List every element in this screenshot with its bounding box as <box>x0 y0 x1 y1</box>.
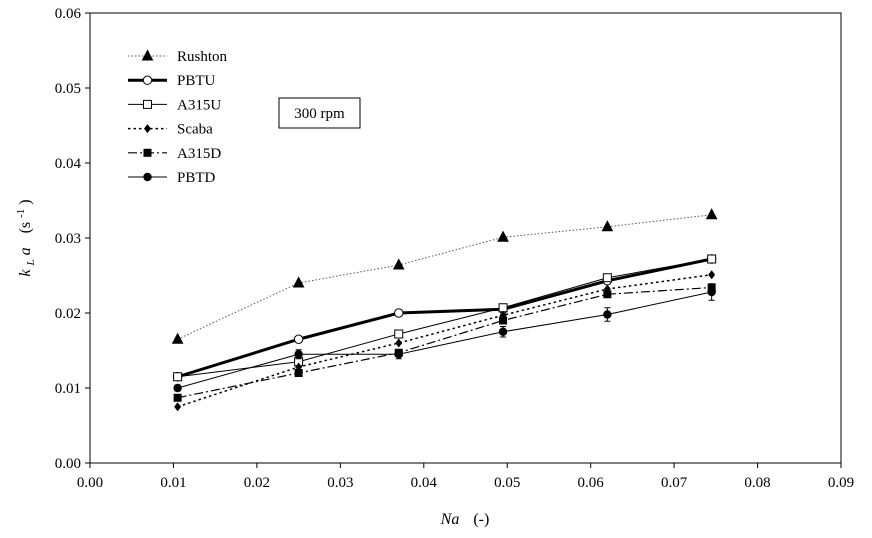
y-tick-label: 0.05 <box>55 81 81 97</box>
series-pbtu <box>172 254 717 382</box>
x-tick-label: 0.05 <box>494 475 520 491</box>
legend-item-a315u: A315U <box>128 97 221 113</box>
series-line-pbtu <box>177 257 712 379</box>
y-axis-title-rest: a <box>17 247 34 255</box>
series-rushton <box>171 208 718 344</box>
x-tick-label: 0.03 <box>327 475 353 491</box>
annotation-text: 300 rpm <box>294 106 345 122</box>
y-tick-label: 0.01 <box>55 381 81 397</box>
x-axis-title-unit: (-) <box>473 511 489 528</box>
series-a315u <box>173 254 717 382</box>
legend-item-pbtd: PBTD <box>128 170 216 186</box>
axis-ticks <box>85 12 842 468</box>
y-tick-label: 0.02 <box>55 306 81 322</box>
annotation-frame <box>278 97 361 129</box>
y-tick-labels: 0.00 0.01 0.02 0.03 0.04 0.05 0.06 <box>55 6 82 472</box>
legend-marker <box>143 99 152 109</box>
data-point-pbtu <box>293 334 304 344</box>
legend-item-scaba: Scaba <box>128 122 213 138</box>
x-tick-labels: 0.00 0.01 0.02 0.03 0.04 0.05 0.06 0.07 0.08 0.09 <box>77 475 854 491</box>
annotation-box: 300 rpm <box>278 97 361 129</box>
series-scaba <box>174 270 716 412</box>
data-point-scaba <box>708 270 716 280</box>
series-pbtd <box>173 283 716 393</box>
x-tick-label: 0.06 <box>578 475 605 491</box>
legend-label: A315D <box>177 146 221 162</box>
legend-marker <box>143 148 152 157</box>
data-point-scaba <box>174 402 182 412</box>
data-point-a315u <box>498 303 508 313</box>
y-axis-title-exp: -1 <box>15 209 27 218</box>
data-point-pbtd <box>707 287 716 297</box>
y-axis-title-sub: L <box>25 259 37 266</box>
y-tick-label: 0.03 <box>55 231 81 247</box>
data-point-a315d <box>294 369 303 377</box>
data-point-a315d <box>173 393 182 402</box>
legend-item-pbtu: PBTU <box>128 73 216 89</box>
data-point-pbtd <box>603 310 612 319</box>
data-point-rushton <box>171 332 184 344</box>
legend-item-rushton: Rushton <box>128 49 228 65</box>
data-point-rushton <box>705 208 718 220</box>
data-point-rushton <box>497 230 509 242</box>
x-tick-label: 0.09 <box>828 475 854 491</box>
x-tick-label: 0.04 <box>411 475 438 491</box>
series-layer <box>171 208 718 412</box>
legend-label: Rushton <box>177 49 228 65</box>
y-axis-title: k L a (s -1 ) <box>11 199 38 276</box>
series-line-a315u <box>177 258 712 378</box>
legend-label: PBTU <box>177 73 216 89</box>
y-axis-title-unit: (s <box>17 222 34 234</box>
series-line-a315d <box>177 286 712 399</box>
legend-label: A315U <box>177 97 221 113</box>
legend-label: PBTD <box>177 170 216 186</box>
data-point-a315d <box>603 290 612 299</box>
series-line-scaba <box>177 274 712 408</box>
legend-marker <box>144 124 151 134</box>
x-tick-label: 0.00 <box>77 475 103 491</box>
y-tick-label: 0.04 <box>55 156 82 172</box>
legend: Rushton PBTU A315U Scaba A315D PBTD <box>128 49 228 186</box>
legend-item-a315d: A315D <box>128 146 221 162</box>
legend-marker <box>143 172 152 182</box>
data-point-pbtd <box>294 350 303 359</box>
data-point-a315u <box>394 329 404 339</box>
legend-marker <box>141 49 154 61</box>
data-point-rushton <box>292 276 305 288</box>
x-axis-title: Na (-) <box>440 511 490 528</box>
data-point-pbtd <box>394 350 403 359</box>
y-tick-label: 0.00 <box>55 456 81 472</box>
y-axis-title-main: k <box>17 269 34 277</box>
data-point-pbtd <box>498 327 508 336</box>
data-point-pbtd <box>173 383 182 393</box>
legend-label: Scaba <box>177 122 213 138</box>
series-a315d <box>173 283 716 402</box>
legend-marker <box>142 75 153 85</box>
x-tick-label: 0.08 <box>744 475 770 491</box>
data-point-rushton <box>392 258 405 270</box>
data-point-a315d <box>499 316 508 325</box>
data-point-a315u <box>707 254 717 264</box>
x-tick-label: 0.07 <box>661 475 688 491</box>
x-tick-label: 0.01 <box>160 475 186 491</box>
data-point-a315u <box>602 273 612 283</box>
series-line-pbtd <box>177 291 712 389</box>
x-axis-title-main: Na <box>440 511 460 528</box>
data-point-pbtu <box>394 308 404 318</box>
data-point-rushton <box>601 220 614 232</box>
y-tick-label: 0.06 <box>55 6 82 22</box>
data-point-a315u <box>173 372 183 382</box>
y-axis-title-close: ) <box>17 199 34 204</box>
x-tick-label: 0.02 <box>244 475 270 491</box>
data-point-scaba <box>395 338 403 348</box>
